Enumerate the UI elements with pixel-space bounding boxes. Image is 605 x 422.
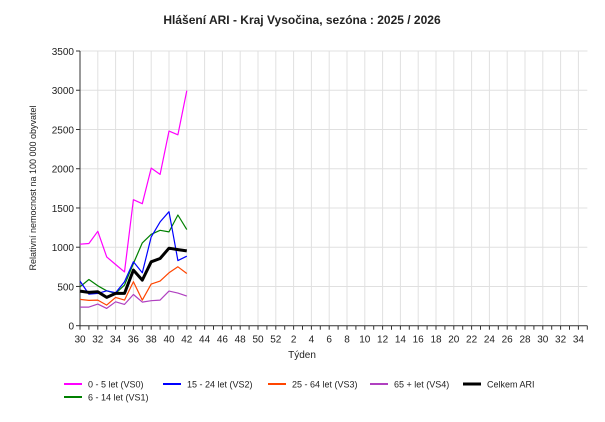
y-tick-label: 3500 bbox=[52, 47, 75, 58]
x-tick-label: 18 bbox=[430, 335, 442, 346]
y-tick-label: 0 bbox=[68, 322, 74, 333]
legend-label: 0 - 5 let (VS0) bbox=[88, 380, 144, 390]
x-tick-label: 8 bbox=[344, 335, 350, 346]
y-tick-label: 3000 bbox=[52, 86, 75, 97]
x-tick-label: 52 bbox=[270, 335, 282, 346]
x-tick-label: 36 bbox=[128, 335, 140, 346]
x-tick-label: 28 bbox=[519, 335, 531, 346]
grid bbox=[80, 50, 588, 326]
x-tick-label: 30 bbox=[74, 335, 86, 346]
legend-label: 25 - 64 let (VS3) bbox=[292, 380, 358, 390]
x-tick-label: 22 bbox=[466, 335, 478, 346]
legend-label: 65 + let (VS4) bbox=[394, 380, 449, 390]
series-line-0-5-let-vs0- bbox=[79, 90, 188, 273]
x-tick-label: 44 bbox=[199, 335, 211, 346]
x-tick-label: 50 bbox=[252, 335, 264, 346]
x-tick-label: 26 bbox=[502, 335, 514, 346]
x-tick-label: 34 bbox=[110, 335, 122, 346]
y-tick-label: 500 bbox=[57, 282, 74, 293]
legend: 0 - 5 let (VS0) 15 - 24 let (VS2) 25 - 64 … bbox=[64, 380, 535, 403]
x-tick-label: 6 bbox=[326, 335, 332, 346]
x-tick-label: 40 bbox=[163, 335, 175, 346]
legend-label: 6 - 14 let (VS1) bbox=[88, 393, 149, 403]
y-tick-label: 2500 bbox=[52, 125, 75, 136]
series-line-6-14-let-vs1- bbox=[79, 214, 188, 294]
legend-label: 15 - 24 let (VS2) bbox=[187, 380, 253, 390]
x-tick-label: 46 bbox=[217, 335, 229, 346]
y-tick-label: 1000 bbox=[52, 243, 75, 254]
y-tick-label: 1500 bbox=[52, 204, 75, 215]
series-line-65-let-vs4- bbox=[80, 290, 187, 309]
x-tick-label: 48 bbox=[235, 335, 247, 346]
x-tick-label: 32 bbox=[92, 335, 104, 346]
y-tick-label: 2000 bbox=[52, 165, 75, 176]
legend-label: Celkem ARI bbox=[487, 380, 535, 390]
x-tick-label: 14 bbox=[395, 335, 407, 346]
series-line-celkem-ari bbox=[79, 246, 188, 299]
x-tick-label: 2 bbox=[291, 335, 297, 346]
x-tick-label: 16 bbox=[413, 335, 425, 346]
x-tick-label: 38 bbox=[146, 335, 158, 346]
x-tick-label: 42 bbox=[181, 335, 193, 346]
x-axis-label: Týden bbox=[288, 350, 316, 361]
series-lines bbox=[79, 90, 188, 309]
x-tick-label: 30 bbox=[537, 335, 549, 346]
x-tick-label: 24 bbox=[484, 335, 496, 346]
x-tick-label: 32 bbox=[555, 335, 567, 346]
x-tick-label: 20 bbox=[448, 335, 460, 346]
series-line-25-64-let-vs3- bbox=[79, 266, 188, 306]
x-tick-label: 4 bbox=[309, 335, 315, 346]
axes: 0 500 1000 1500 2000 2500 3000 3500 30 32 34 36 38 40… bbox=[52, 47, 588, 346]
y-axis-label: Relativní nemocnost na 100 000 obyvatel bbox=[28, 105, 38, 270]
x-tick-label: 12 bbox=[377, 335, 389, 346]
x-tick-label: 10 bbox=[359, 335, 371, 346]
chart-title: Hlášení ARI - Kraj Vysočina, sezóna : 20… bbox=[163, 13, 441, 27]
x-tick-label: 34 bbox=[573, 335, 585, 346]
